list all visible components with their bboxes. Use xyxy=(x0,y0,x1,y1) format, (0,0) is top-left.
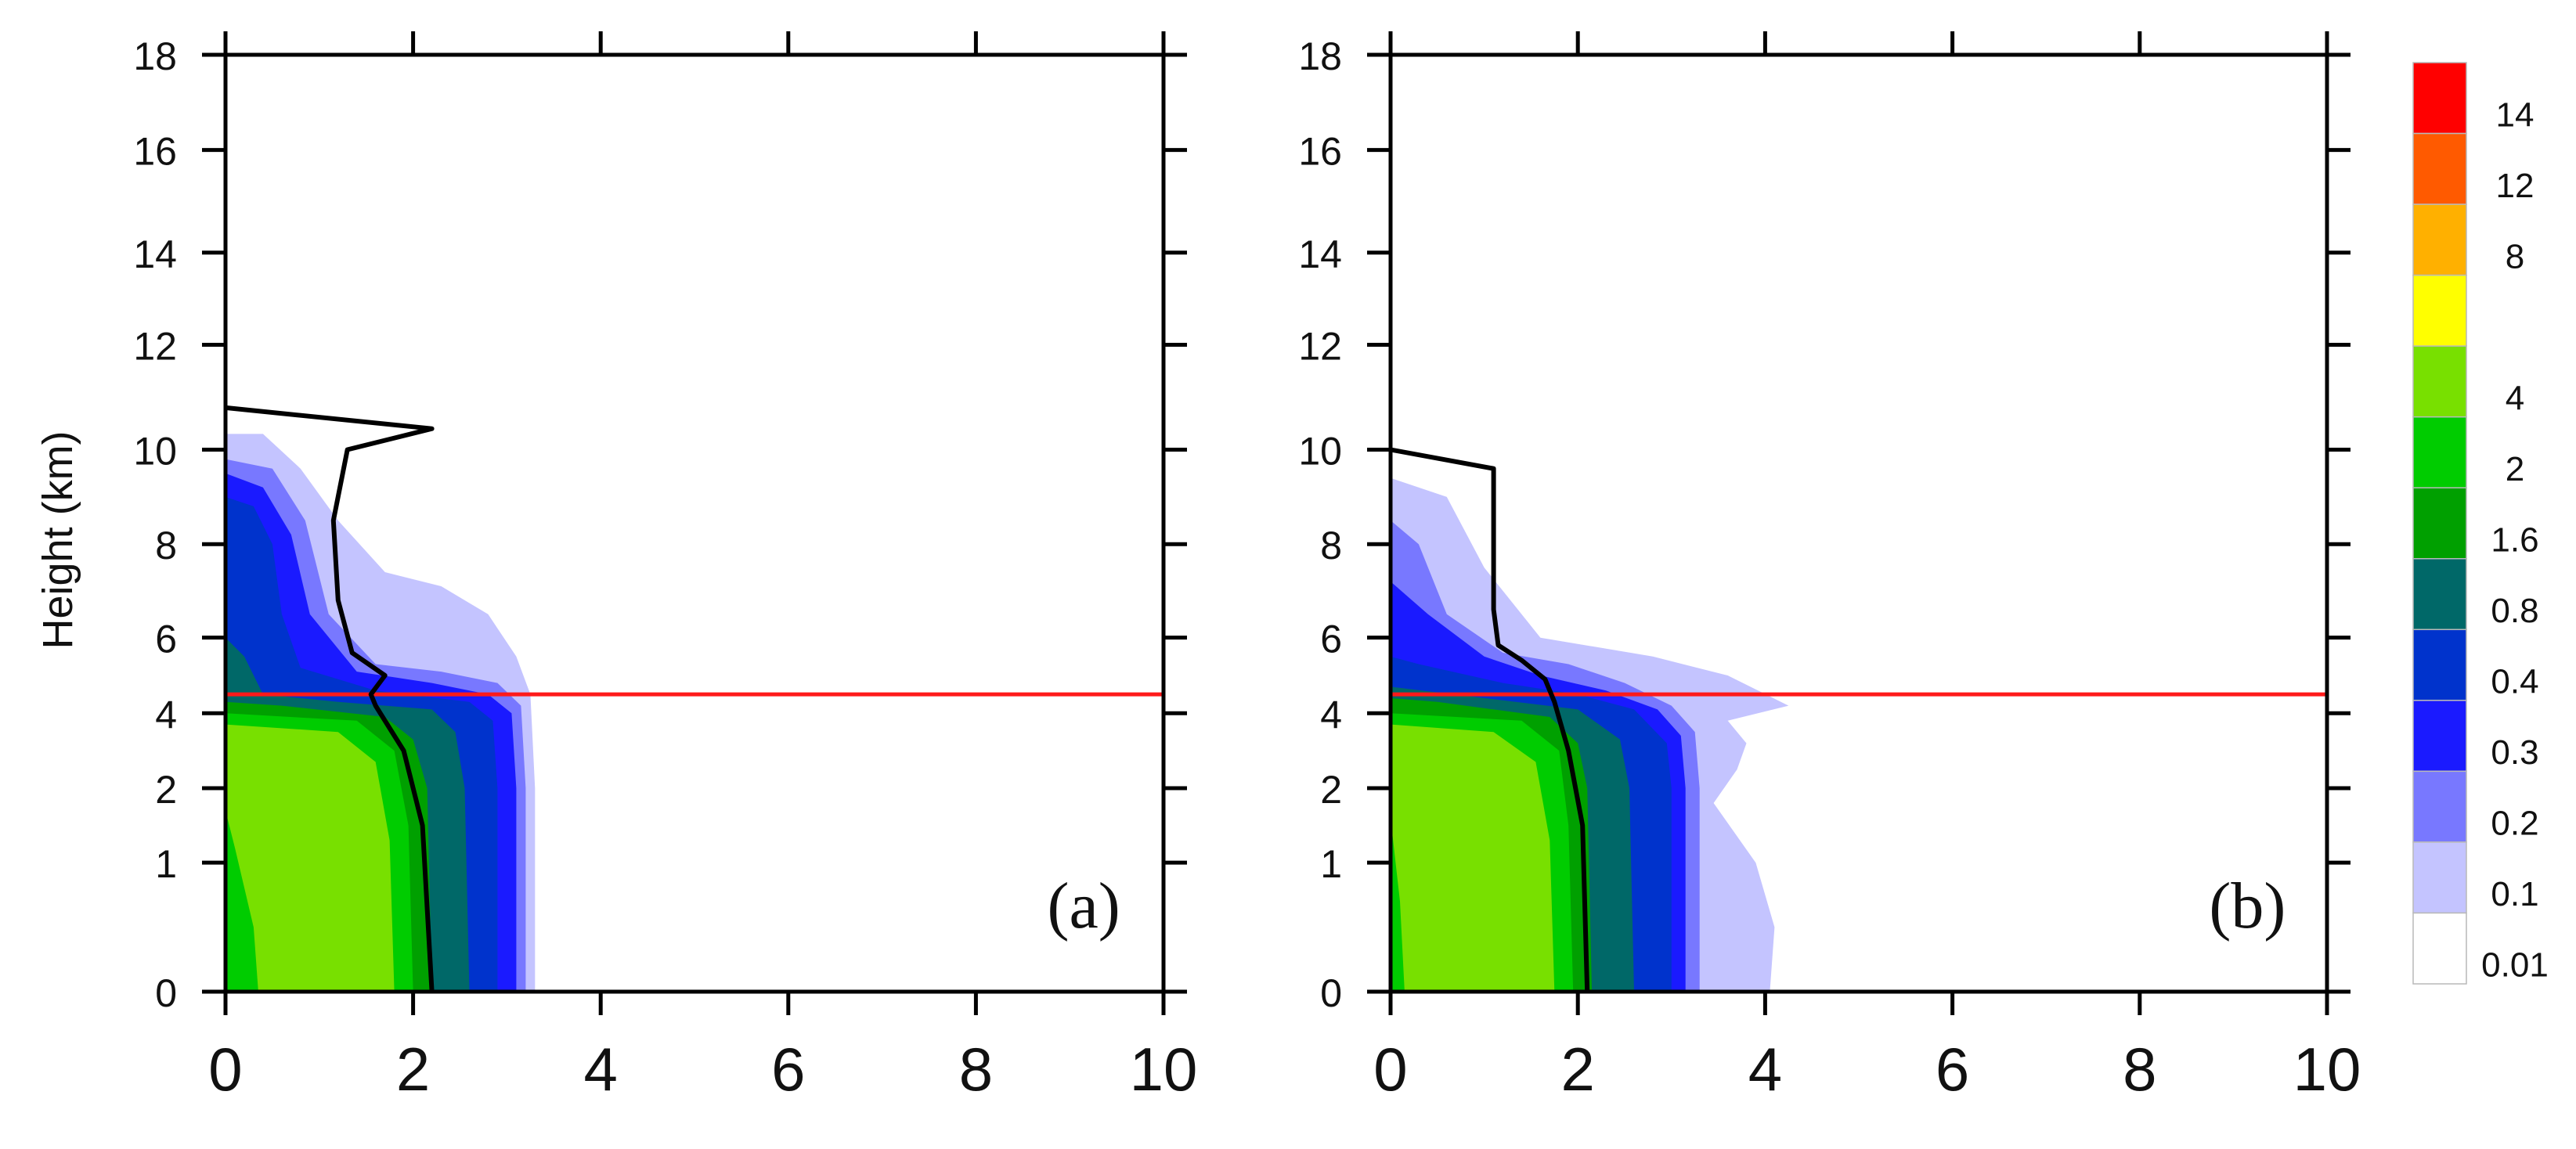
panel-a-label: (a) xyxy=(1048,870,1120,942)
y-tick-label: 8 xyxy=(155,524,177,567)
colorbar-swatch xyxy=(2412,345,2467,418)
colorbar-label: 0.1 xyxy=(2491,875,2538,913)
colorbar-label: 0.4 xyxy=(2491,663,2538,701)
colorbar-label: 0.3 xyxy=(2491,733,2538,772)
colorbar-swatch xyxy=(2412,841,2467,914)
y-tick-label: 18 xyxy=(1298,34,1342,78)
x-tick-label: 10 xyxy=(1130,1035,1198,1104)
colorbar-swatch xyxy=(2412,487,2467,560)
x-tick-label: 2 xyxy=(1561,1035,1595,1104)
colorbar-swatch xyxy=(2412,274,2467,347)
panel-a-contour-4 xyxy=(225,724,395,992)
colorbar: 14 12 8 4 2 1.6 0.8 0.4 0.3 0.2 0.1 0.01 xyxy=(2412,62,2549,985)
colorbar-swatch xyxy=(2412,558,2467,631)
y-axis-label: Height (km) xyxy=(34,430,81,649)
colorbar-label: 0.8 xyxy=(2491,592,2538,630)
y-tick-label: 12 xyxy=(133,324,177,368)
y-tick-label: 4 xyxy=(1320,693,1342,737)
x-tick-label: 8 xyxy=(2123,1035,2156,1104)
colorbar-swatch xyxy=(2412,132,2467,205)
panel-b-contour-fills xyxy=(1391,477,1789,992)
y-tick-label: 10 xyxy=(1298,430,1342,474)
x-tick-label: 0 xyxy=(1373,1035,1407,1104)
y-tick-label: 16 xyxy=(1298,130,1342,174)
y-tick-label: 10 xyxy=(133,430,177,474)
y-tick-label: 12 xyxy=(1298,324,1342,368)
colorbar-label: 2 xyxy=(2506,450,2524,488)
y-tick-label: 6 xyxy=(155,618,177,661)
colorbar-label: 0.2 xyxy=(2491,805,2538,843)
x-tick-label: 6 xyxy=(771,1035,805,1104)
y-tick-label: 2 xyxy=(1320,768,1342,812)
y-tick-label: 14 xyxy=(1298,232,1342,276)
x-tick-label: 4 xyxy=(584,1035,618,1104)
colorbar-swatch xyxy=(2412,700,2467,773)
panel-a-contour-fills xyxy=(225,434,536,992)
panel-b-frame xyxy=(1388,52,2329,994)
colorbar-swatch xyxy=(2412,204,2467,276)
x-tick-label: 6 xyxy=(1936,1035,1969,1104)
colorbar-swatch xyxy=(2412,912,2467,985)
x-tick-label: 0 xyxy=(208,1035,242,1104)
y-tick-label: 1 xyxy=(155,842,177,886)
colorbar-swatch xyxy=(2412,770,2467,843)
y-tick-label: 0 xyxy=(155,971,177,1015)
colorbar-swatch xyxy=(2412,62,2467,135)
colorbar-swatch xyxy=(2412,629,2467,701)
y-tick-label: 6 xyxy=(1320,618,1342,661)
colorbar-label: 4 xyxy=(2506,379,2524,417)
colorbar-label: 12 xyxy=(2496,167,2535,205)
y-tick-label: 18 xyxy=(133,34,177,78)
y-tick-label: 2 xyxy=(155,768,177,812)
colorbar-label: 1.6 xyxy=(2491,521,2538,560)
y-tick-label: 1 xyxy=(1320,842,1342,886)
y-tick-label: 14 xyxy=(133,232,177,276)
panel-b-label: (b) xyxy=(2209,870,2286,942)
panel-b-contour-4 xyxy=(1391,724,1555,992)
colorbar-swatch xyxy=(2412,416,2467,488)
colorbar-label: 8 xyxy=(2506,237,2524,276)
x-tick-label: 4 xyxy=(1748,1035,1782,1104)
colorbar-label: 14 xyxy=(2496,95,2535,134)
x-tick-label: 8 xyxy=(959,1035,993,1104)
y-tick-label: 16 xyxy=(133,130,177,174)
colorbar-label: 0.01 xyxy=(2481,946,2549,985)
x-tick-label: 2 xyxy=(396,1035,430,1104)
y-tick-label: 4 xyxy=(155,693,177,737)
y-tick-label: 0 xyxy=(1320,971,1342,1015)
panel-b-contour-line xyxy=(1390,447,1590,992)
y-tick-label: 8 xyxy=(1320,524,1342,567)
panel-a-contour-line xyxy=(225,405,435,992)
panel-a-frame xyxy=(223,52,1166,994)
x-tick-label: 10 xyxy=(2293,1035,2361,1104)
